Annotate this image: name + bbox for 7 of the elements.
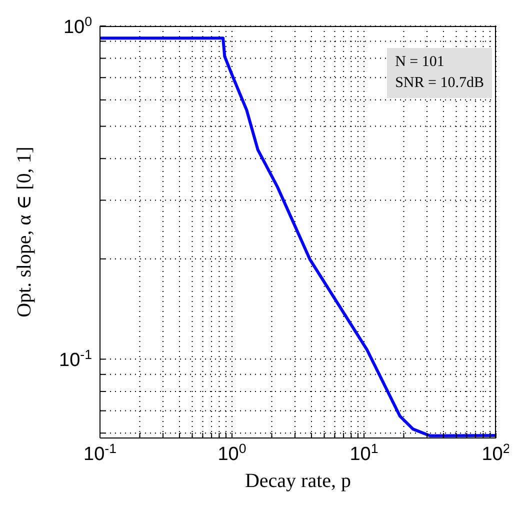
y-axis-title: Opt. slope, α ∈ [0, 1] <box>14 146 36 318</box>
annotation: N = 101 <box>395 54 444 70</box>
x-tick-label: 10$^{-1}$ <box>84 440 116 465</box>
annotation: SNR = 10.7dB <box>395 75 484 91</box>
x-tick-label: 10$^{0}$ <box>218 440 246 465</box>
x-axis-title: Decay rate, p <box>244 470 352 492</box>
x-tick-label: 10$^{1}$ <box>350 440 378 465</box>
